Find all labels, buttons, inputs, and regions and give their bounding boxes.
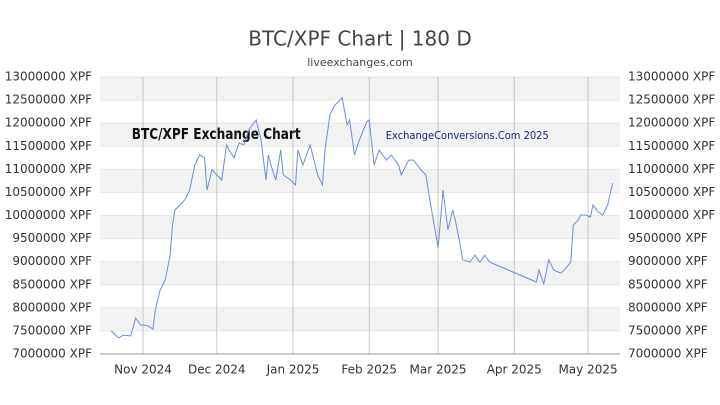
- x-tick-label: Apr 2025: [487, 363, 542, 377]
- y-tick-label: 8000000 XPF: [12, 300, 92, 314]
- chart-subtitle: liveexchanges.com: [307, 56, 412, 69]
- grid-band: [100, 215, 620, 239]
- x-tick-label: Feb 2025: [341, 363, 397, 377]
- y2-tick-label: 13000000 XPF: [628, 70, 715, 84]
- y2-tick-label: 11500000 XPF: [628, 139, 715, 153]
- annotation: ExchangeConversions.Com 2025: [386, 130, 549, 143]
- x-tick-label: Nov 2024: [114, 363, 172, 377]
- y-tick-label: 10500000 XPF: [5, 185, 92, 199]
- y-tick-label: 11000000 XPF: [5, 162, 92, 176]
- y2-tick-label: 10500000 XPF: [628, 185, 715, 199]
- y2-tick-label: 10000000 XPF: [628, 208, 715, 222]
- y2-tick-label: 9500000 XPF: [628, 231, 708, 245]
- x-tick-label: May 2025: [558, 363, 617, 377]
- grid-band: [100, 261, 620, 285]
- y-tick-label: 7500000 XPF: [12, 323, 92, 337]
- y2-tick-label: 7000000 XPF: [628, 347, 708, 361]
- x-tick-label: Dec 2024: [188, 363, 246, 377]
- x-tick-label: Mar 2025: [410, 363, 467, 377]
- annotation: BTC/XPF Exchange Chart: [132, 127, 301, 144]
- y2-tick-label: 12500000 XPF: [628, 93, 715, 107]
- y-tick-label: 7000000 XPF: [12, 347, 92, 361]
- grid-band: [100, 307, 620, 331]
- y2-tick-label: 8000000 XPF: [628, 300, 708, 314]
- data-line: [110, 96, 614, 339]
- grid-band: [100, 123, 620, 147]
- y2-tick-label: 9000000 XPF: [628, 254, 708, 268]
- grid-band: [100, 169, 620, 193]
- y-tick-label: 13000000 XPF: [5, 70, 92, 84]
- y-tick-label: 9000000 XPF: [12, 254, 92, 268]
- y-tick-label: 12000000 XPF: [5, 116, 92, 130]
- y2-tick-label: 12000000 XPF: [628, 116, 715, 130]
- y2-tick-label: 8500000 XPF: [628, 277, 708, 291]
- chart-title: BTC/XPF Chart | 180 D: [248, 27, 471, 51]
- y2-tick-label: 11000000 XPF: [628, 162, 715, 176]
- y-tick-label: 9500000 XPF: [12, 231, 92, 245]
- grid-band: [100, 77, 620, 101]
- y-tick-label: 12500000 XPF: [5, 93, 92, 107]
- y-tick-label: 8500000 XPF: [12, 277, 92, 291]
- y-tick-label: 11500000 XPF: [5, 139, 92, 153]
- x-tick-label: Jan 2025: [266, 363, 320, 377]
- y2-tick-label: 7500000 XPF: [628, 323, 708, 337]
- y-tick-label: 10000000 XPF: [5, 208, 92, 222]
